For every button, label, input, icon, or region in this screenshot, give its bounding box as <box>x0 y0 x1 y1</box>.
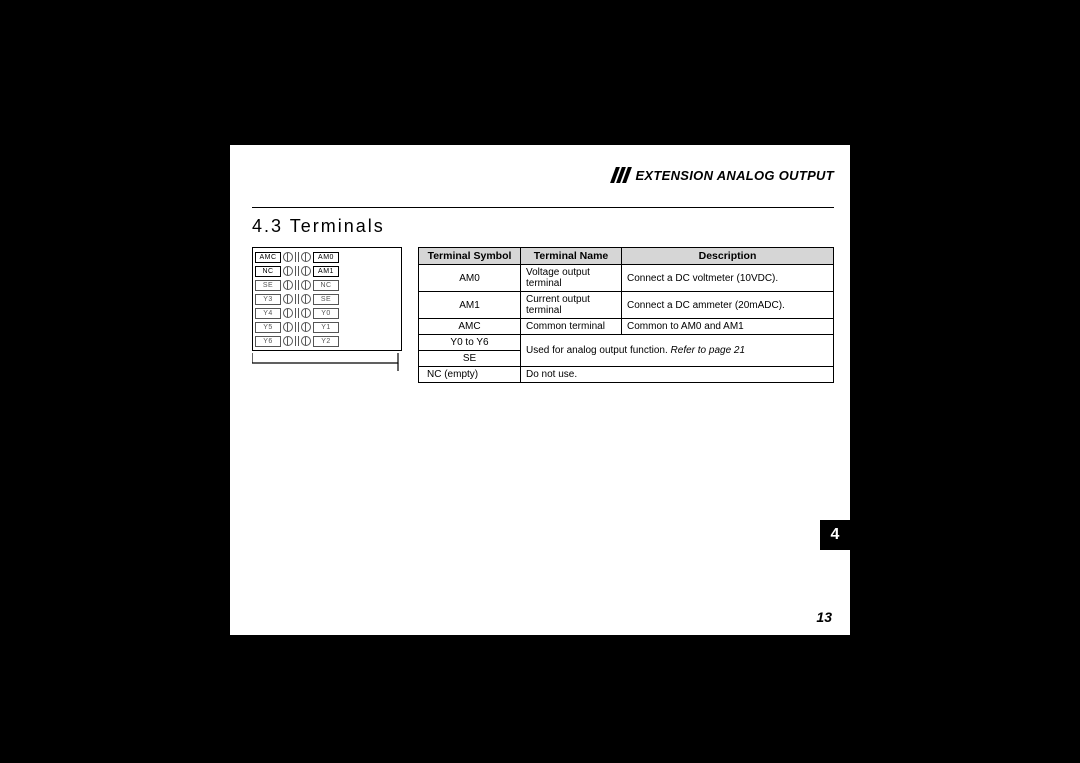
cell-name: Voltage output terminal <box>521 265 622 292</box>
cell-desc: Connect a DC ammeter (20mADC). <box>622 292 834 319</box>
screw-icon <box>283 308 293 318</box>
separator-icon <box>295 336 299 346</box>
terminal-label-right: NC <box>313 280 339 291</box>
cell-name: Common terminal <box>521 319 622 335</box>
terminal-block: AMC AM0 NC AM1 SE NC Y3 SE Y4 Y0 Y5 Y1 Y6 Y2 <box>252 247 402 351</box>
col-header-symbol: Terminal Symbol <box>419 248 521 265</box>
screw-icon <box>283 252 293 262</box>
screw-icon <box>283 280 293 290</box>
cell-symbol: AM1 <box>419 292 521 319</box>
separator-icon <box>295 252 299 262</box>
table-row: AMC Common terminal Common to AM0 and AM… <box>419 319 834 335</box>
terminal-row: NC AM1 <box>255 264 399 278</box>
table-row: AM1 Current output terminal Connect a DC… <box>419 292 834 319</box>
terminal-row: Y5 Y1 <box>255 320 399 334</box>
table-header-row: Terminal Symbol Terminal Name Descriptio… <box>419 248 834 265</box>
screw-icon <box>301 308 311 318</box>
terminal-label-left: Y3 <box>255 294 281 305</box>
page-number: 13 <box>816 609 832 625</box>
screw-icon <box>301 252 311 262</box>
terminal-label-left: Y6 <box>255 336 281 347</box>
desc-ref: Refer to page 21 <box>671 345 746 356</box>
screw-icon <box>283 336 293 346</box>
cell-merged-desc: Used for analog output function. Refer t… <box>521 335 834 367</box>
cell-desc: Connect a DC voltmeter (10VDC). <box>622 265 834 292</box>
terminals-table: Terminal Symbol Terminal Name Descriptio… <box>418 247 834 383</box>
terminal-label-left: Y5 <box>255 322 281 333</box>
screw-icon <box>301 280 311 290</box>
terminal-row: Y3 SE <box>255 292 399 306</box>
terminal-row: SE NC <box>255 278 399 292</box>
table-row: NC (empty) Do not use. <box>419 367 834 383</box>
screw-icon <box>283 266 293 276</box>
screw-icon <box>301 266 311 276</box>
separator-icon <box>295 322 299 332</box>
desc-text: Used for analog output function. <box>526 345 671 356</box>
screw-icon <box>283 294 293 304</box>
terminal-label-left: AMC <box>255 252 281 263</box>
stripes-icon <box>611 167 633 183</box>
terminal-diagram: AMC AM0 NC AM1 SE NC Y3 SE Y4 Y0 Y5 Y1 Y6 Y2 <box>252 247 402 396</box>
terminal-label-right: Y0 <box>313 308 339 319</box>
screw-icon <box>301 294 311 304</box>
terminal-label-left: NC <box>255 266 281 277</box>
document-page: EXTENSION ANALOG OUTPUT 4.3 Terminals AM… <box>230 145 850 635</box>
terminal-row: AMC AM0 <box>255 250 399 264</box>
separator-icon <box>295 294 299 304</box>
col-header-name: Terminal Name <box>521 248 622 265</box>
cell-desc: Common to AM0 and AM1 <box>622 319 834 335</box>
separator-icon <box>295 266 299 276</box>
screw-icon <box>301 336 311 346</box>
bracket-icon <box>252 351 400 391</box>
table-row: Y0 to Y6 Used for analog output function… <box>419 335 834 351</box>
terminal-label-right: SE <box>313 294 339 305</box>
terminal-label-left: Y4 <box>255 308 281 319</box>
cell-name: Current output terminal <box>521 292 622 319</box>
screw-icon <box>301 322 311 332</box>
cell-symbol: NC (empty) <box>419 367 521 383</box>
separator-icon <box>295 280 299 290</box>
page-header: EXTENSION ANALOG OUTPUT <box>252 167 834 203</box>
header-divider <box>252 207 834 208</box>
col-header-desc: Description <box>622 248 834 265</box>
separator-icon <box>295 308 299 318</box>
terminal-row: Y6 Y2 <box>255 334 399 348</box>
screw-icon <box>283 322 293 332</box>
chapter-tab: 4 <box>820 520 850 550</box>
header-right-group: EXTENSION ANALOG OUTPUT <box>613 167 834 183</box>
terminal-label-right: AM1 <box>313 266 339 277</box>
cell-symbol: AMC <box>419 319 521 335</box>
cell-symbol: Y0 to Y6 <box>419 335 521 351</box>
chapter-label: EXTENSION ANALOG OUTPUT <box>635 168 834 183</box>
terminal-label-right: Y2 <box>313 336 339 347</box>
cell-desc: Do not use. <box>521 367 834 383</box>
section-title: 4.3 Terminals <box>252 216 834 237</box>
terminal-label-left: SE <box>255 280 281 291</box>
cell-symbol: AM0 <box>419 265 521 292</box>
terminal-label-right: AM0 <box>313 252 339 263</box>
content-row: AMC AM0 NC AM1 SE NC Y3 SE Y4 Y0 Y5 Y1 Y6 Y2 Terminal… <box>252 247 834 396</box>
terminal-row: Y4 Y0 <box>255 306 399 320</box>
table-row: AM0 Voltage output terminal Connect a DC… <box>419 265 834 292</box>
terminal-label-right: Y1 <box>313 322 339 333</box>
cell-symbol: SE <box>419 351 521 367</box>
